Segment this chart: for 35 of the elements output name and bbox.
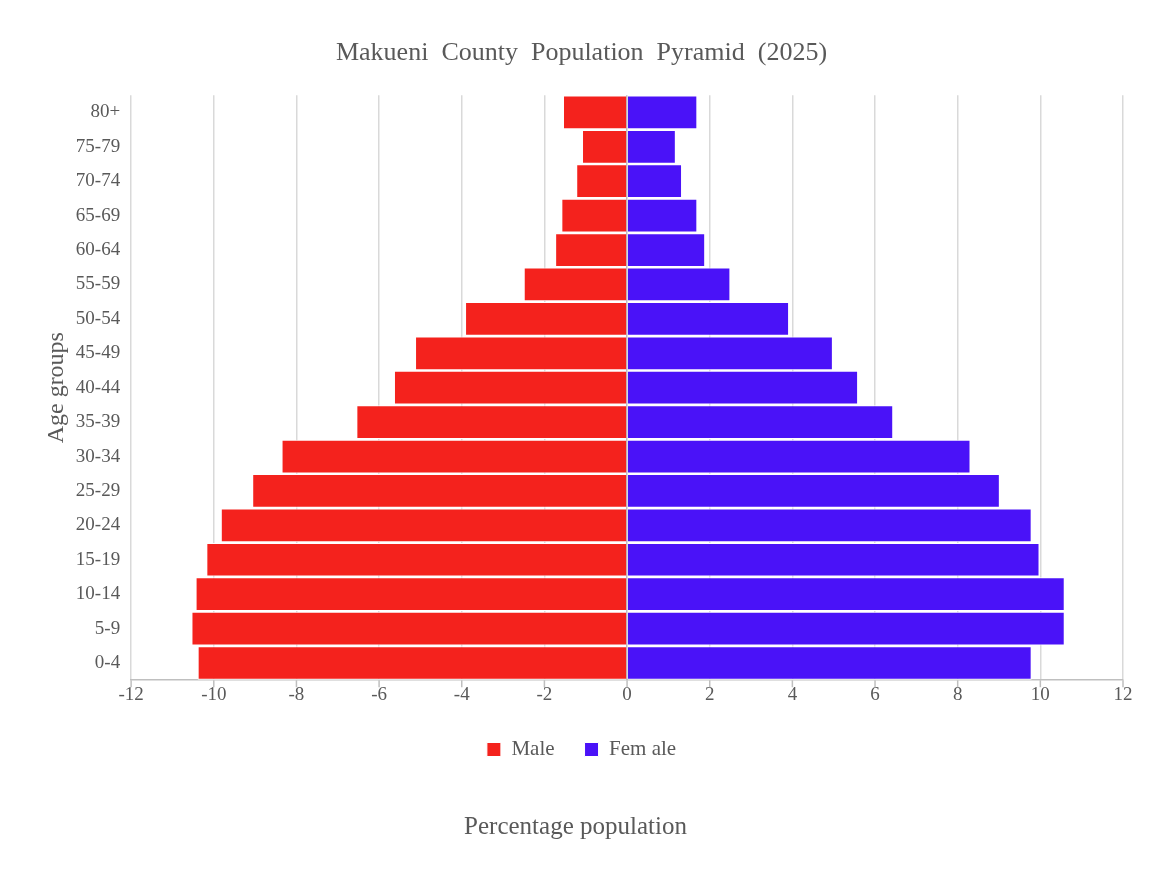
y-tick-label: 50-54 <box>75 306 121 328</box>
y-axis-title: Age groups <box>41 332 68 444</box>
y-tick-label: 25-29 <box>75 478 121 500</box>
y-tick-label: 40-44 <box>75 375 121 397</box>
x-tick-label: 4 <box>787 682 798 704</box>
x-tick-label: 2 <box>704 682 715 704</box>
y-tick-label: 10-14 <box>75 582 121 604</box>
y-tick-label: 55-59 <box>75 272 121 294</box>
legend-label: Fem ale <box>609 736 677 761</box>
x-tick-label: 10 <box>1030 682 1050 704</box>
x-tick-label: -4 <box>453 682 471 704</box>
x-tick-label: 6 <box>870 682 880 704</box>
legend-label: Male <box>511 736 555 761</box>
y-tick-label: 60-64 <box>75 238 121 260</box>
x-axis-title: Percentage population <box>463 812 688 840</box>
x-tick-label: -12 <box>118 682 144 704</box>
y-tick-label: 75-79 <box>75 134 121 156</box>
x-tick-label: -2 <box>536 682 553 704</box>
y-tick-label: 35-39 <box>75 410 121 432</box>
y-tick-label: 80+ <box>90 100 121 122</box>
x-tick-label: 8 <box>952 682 963 704</box>
y-tick-label: 45-49 <box>75 341 121 363</box>
y-tick-label: 65-69 <box>75 203 121 225</box>
x-tick-label: 0 <box>622 682 632 704</box>
y-tick-label: 15-19 <box>75 547 121 569</box>
y-tick-label: 0-4 <box>94 650 121 672</box>
x-tick-label: -6 <box>371 682 388 704</box>
y-tick-label: 5-9 <box>94 616 121 638</box>
chart-title: Makueni County Population Pyramid (2025) <box>335 37 828 67</box>
x-tick-label: -10 <box>201 682 227 704</box>
x-tick-label: -8 <box>288 682 305 704</box>
y-tick-label: 30-34 <box>75 444 121 466</box>
x-tick-label: 12 <box>1113 682 1133 704</box>
y-tick-label: 70-74 <box>75 169 121 191</box>
y-tick-label: 20-24 <box>75 513 121 535</box>
